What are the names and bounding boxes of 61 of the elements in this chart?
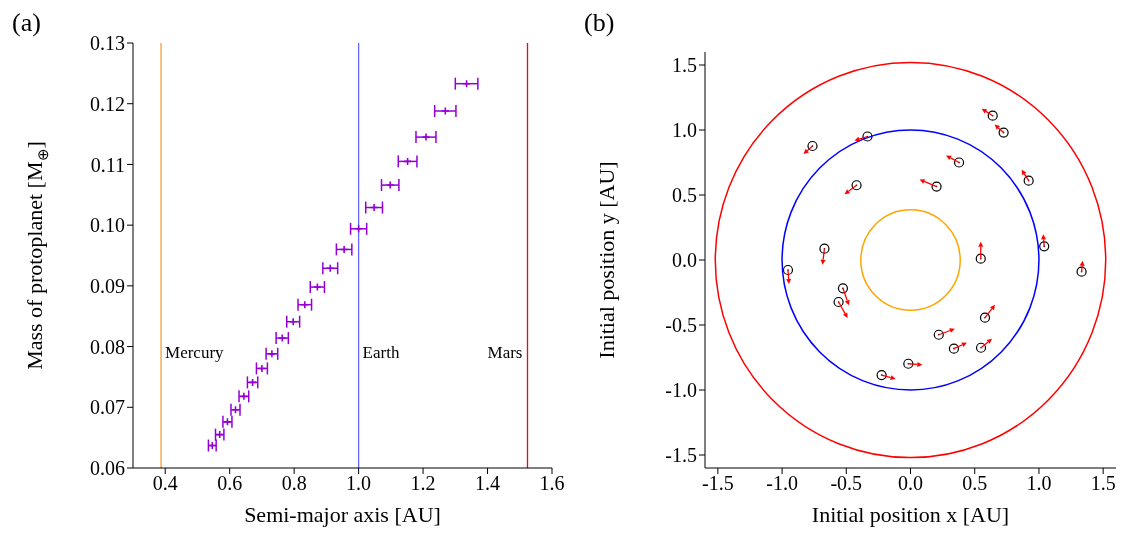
point xyxy=(1076,266,1087,277)
y-tick-label: 0.09 xyxy=(90,274,125,297)
point xyxy=(953,157,965,168)
point xyxy=(987,110,998,121)
point xyxy=(903,358,914,369)
point xyxy=(862,131,873,142)
ref-line-label: Mars xyxy=(487,342,523,362)
point xyxy=(385,180,395,190)
y-tick-label: 0.08 xyxy=(90,335,125,358)
ref-line-label: Earth xyxy=(362,342,400,362)
point xyxy=(1023,175,1034,186)
x-tick-label: -1.5 xyxy=(702,472,734,495)
point xyxy=(819,243,830,254)
y-axis-title: Initial position y [AU] xyxy=(593,161,619,359)
y-tick-label: 0.10 xyxy=(90,214,125,237)
x-tick-label: -0.5 xyxy=(830,472,863,495)
point xyxy=(851,180,862,191)
point xyxy=(807,140,818,152)
x-tick-label: 1.0 xyxy=(346,472,372,495)
point xyxy=(782,264,794,276)
x-tick-label: 0.4 xyxy=(152,472,178,495)
y-tick-label: 0.12 xyxy=(90,92,125,115)
point xyxy=(833,296,844,308)
chart-title: (a) xyxy=(12,8,41,38)
x-tick-label: 1.6 xyxy=(539,472,565,495)
x-tick-label: 0.6 xyxy=(217,472,243,495)
point xyxy=(837,283,849,294)
x-tick-label: 1.4 xyxy=(475,472,501,495)
point xyxy=(931,181,942,192)
y-tick-label: 1.0 xyxy=(672,119,697,142)
x-axis-title: Semi-major axis [AU] xyxy=(244,502,441,527)
point xyxy=(876,369,887,381)
y-tick-label: 0.0 xyxy=(672,249,697,272)
x-axis-title: Initial position x [AU] xyxy=(811,502,1010,527)
point xyxy=(975,342,987,353)
y-tick-label: 0.5 xyxy=(672,184,697,207)
point xyxy=(421,132,431,142)
x-tick-label: 1.5 xyxy=(1090,472,1116,495)
point xyxy=(979,312,991,323)
y-tick-label: 0.13 xyxy=(90,32,125,55)
point xyxy=(1039,241,1050,252)
x-tick-label: 1.2 xyxy=(410,472,436,495)
point xyxy=(948,343,960,354)
y-tick-label: -1.0 xyxy=(665,379,697,402)
y-tick-label: 0.07 xyxy=(90,396,125,419)
x-tick-label: -1.0 xyxy=(766,472,798,495)
x-tick-label: 1.0 xyxy=(1026,472,1052,495)
y-tick-label: -1.5 xyxy=(665,444,697,467)
ref-line-label: Mercury xyxy=(165,342,225,362)
y-tick-label: -0.5 xyxy=(665,314,697,337)
y-tick-label: 1.5 xyxy=(672,54,697,77)
x-tick-label: 0.5 xyxy=(962,472,988,495)
x-tick-label: 0.0 xyxy=(898,472,923,495)
point xyxy=(998,127,1009,138)
point xyxy=(325,263,335,273)
y-tick-label: 0.11 xyxy=(90,153,125,176)
x-tick-label: 0.8 xyxy=(281,472,307,495)
y-tick-label: 0.06 xyxy=(90,457,125,480)
chart-title: (b) xyxy=(584,8,615,38)
point xyxy=(933,329,944,340)
point xyxy=(975,253,986,264)
